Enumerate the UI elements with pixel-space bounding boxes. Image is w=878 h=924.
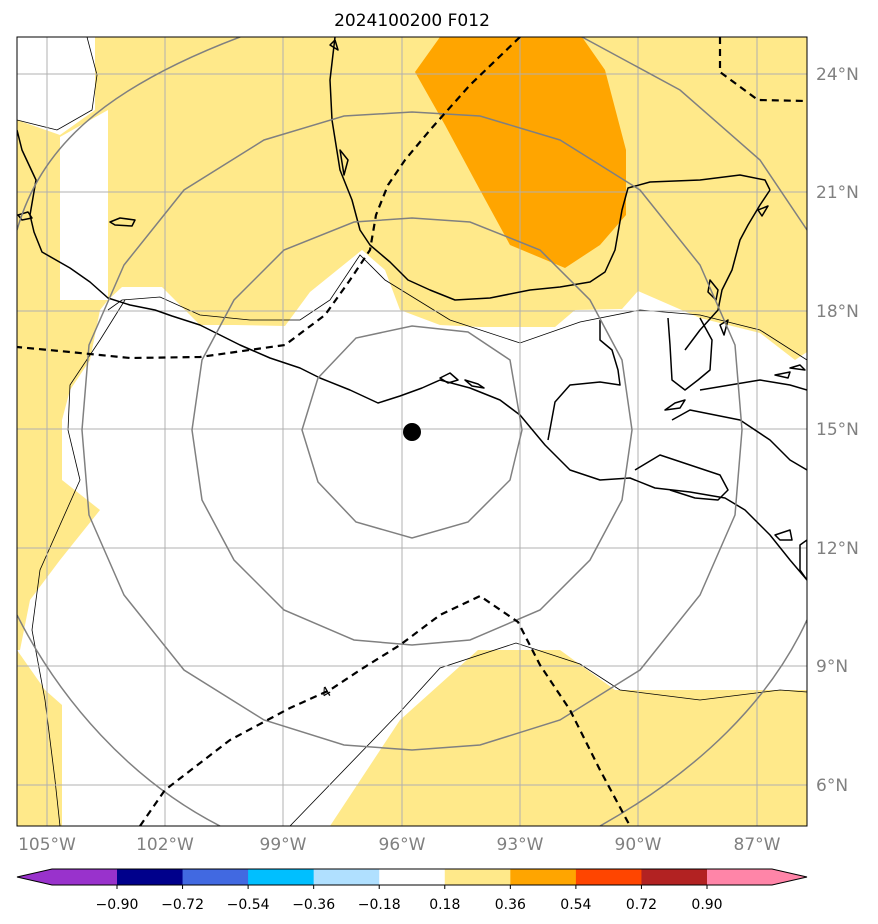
boundary-lines	[17, 37, 807, 826]
dashed-contours	[17, 37, 807, 826]
map-title: 2024100200 F012	[334, 11, 490, 31]
range-ring-4-lower	[17, 37, 241, 231]
colorbar-segment	[248, 869, 315, 885]
lon-tick-label: 93°W	[497, 835, 544, 855]
colorbar-tick-label: 0.90	[691, 897, 722, 913]
island-5	[664, 399, 686, 411]
colorbar-segment	[117, 869, 184, 885]
colorbar-tick-label: 0.36	[495, 897, 526, 913]
island-7	[789, 364, 806, 371]
lon-tick-label: 105°W	[18, 835, 76, 855]
colorbar-tick-label: 0.72	[626, 897, 657, 913]
lat-tick-label: 12°N	[816, 539, 859, 559]
colorbar-segment	[510, 869, 577, 885]
colorbar-segment	[182, 869, 249, 885]
island-8	[774, 529, 793, 541]
island-4	[464, 379, 485, 389]
colorbar-tick-label: 0.18	[429, 897, 460, 913]
colorbar-segments	[17, 869, 807, 885]
lat-tick-label: 21°N	[816, 183, 859, 203]
lat-tick-label: 18°N	[816, 302, 859, 322]
coastline-gulf	[329, 37, 771, 301]
colorbar-segment	[17, 869, 117, 885]
colorbar-tick-labels: −0.90 −0.72 −0.54 −0.36 −0.18 0.18 0.36 0.54 0.7…	[96, 885, 723, 913]
coastline-pacific	[17, 129, 807, 581]
colorbar-tick-label: −0.72	[161, 897, 204, 913]
coastline-guatemala	[547, 320, 621, 441]
shaded-field-0.18-0.36-southwest	[17, 650, 62, 826]
shaded-field-0.18-0.36-south	[330, 650, 807, 826]
colorbar-tick-label: 0.54	[560, 897, 591, 913]
contour-south	[139, 594, 631, 826]
colorbar-segment	[641, 869, 708, 885]
coastline-belize	[667, 317, 713, 391]
island-6	[774, 371, 791, 379]
lat-tick-labels: 24°N 21°N 18°N 15°N 12°N 9°N 6°N	[816, 65, 859, 796]
colorbar-segment	[379, 869, 446, 885]
colorbar-tick-label: −0.36	[292, 897, 335, 913]
lon-tick-label: 99°W	[260, 835, 307, 855]
island-3	[439, 372, 459, 384]
lon-tick-label: 87°W	[734, 835, 781, 855]
island-11	[339, 149, 349, 176]
range-rings	[17, 37, 807, 826]
island-9	[799, 539, 807, 581]
lon-tick-labels: 105°W 102°W 99°W 96°W 93°W 90°W 87°W	[18, 835, 781, 855]
range-ring-1	[301, 325, 523, 539]
coastline-yucatan-east	[684, 189, 771, 351]
colorbar-segment	[313, 869, 380, 885]
coastline-elsalvador	[634, 454, 729, 501]
graticule	[17, 37, 807, 826]
colorbar: −0.90 −0.72 −0.54 −0.36 −0.18 0.18 0.36 0.54 0.7…	[16, 868, 808, 913]
lat-tick-label: 15°N	[816, 420, 859, 440]
lon-tick-label: 102°W	[136, 835, 194, 855]
shaded-field-0.18-0.36-northwest	[17, 37, 108, 137]
colorbar-tick-label: −0.18	[358, 897, 401, 913]
colorbar-tick-label: −0.54	[227, 897, 270, 913]
colorbar-segment	[575, 869, 642, 885]
coastline-honduras	[699, 379, 807, 391]
range-ring-4-southeast	[599, 619, 807, 826]
range-ring-3	[81, 111, 743, 751]
lon-tick-label: 96°W	[379, 835, 426, 855]
map-area: 4	[17, 37, 807, 826]
contour-north	[17, 37, 521, 360]
range-ring-4-south	[17, 614, 221, 826]
contour-northeast	[718, 37, 807, 103]
storm-center-marker	[403, 423, 421, 441]
lat-tick-label: 6°N	[816, 776, 848, 796]
island-13	[757, 205, 769, 217]
island-10	[329, 39, 339, 51]
island-14	[719, 319, 729, 336]
lon-tick-label: 90°W	[615, 835, 662, 855]
colorbar-outline	[16, 868, 808, 886]
coastline-nicaragua	[671, 409, 807, 471]
shaded-field-0.18-0.36-west	[17, 137, 108, 650]
colorbar-segment	[707, 869, 807, 885]
colorbar-segment	[444, 869, 511, 885]
map-frame	[16, 36, 808, 827]
island-1	[109, 217, 136, 227]
colorbar-tick-label: −0.90	[96, 897, 139, 913]
range-ring-2	[191, 217, 633, 646]
lat-tick-label: 9°N	[816, 657, 848, 677]
lat-tick-label: 24°N	[816, 65, 859, 85]
